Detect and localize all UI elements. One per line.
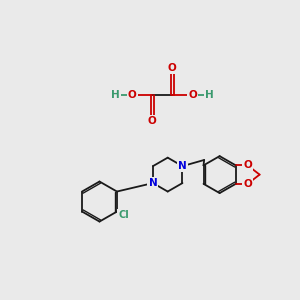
Text: N: N: [178, 161, 187, 171]
Text: H: H: [205, 89, 214, 100]
Text: H: H: [111, 89, 119, 100]
Text: O: O: [243, 160, 252, 170]
Text: O: O: [243, 179, 252, 189]
Text: O: O: [128, 89, 136, 100]
Text: O: O: [188, 89, 197, 100]
Text: Cl: Cl: [118, 210, 129, 220]
Text: O: O: [168, 63, 177, 73]
Text: N: N: [148, 178, 157, 188]
Text: O: O: [148, 116, 157, 126]
